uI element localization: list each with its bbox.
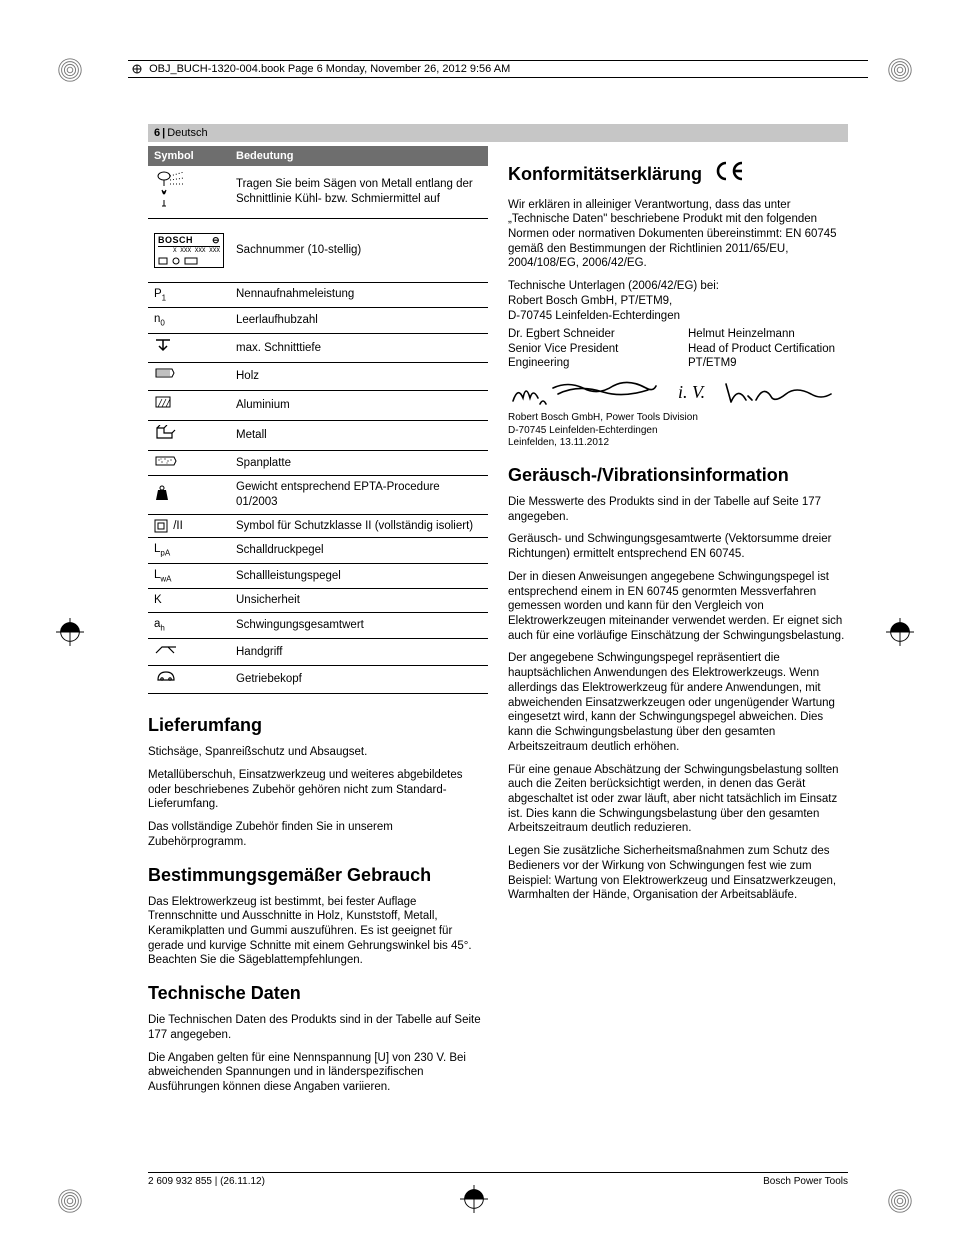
table-row: n0Leerlaufhubzahl xyxy=(148,308,488,334)
bestimmung-heading: Bestimmungsgemäßer Gebrauch xyxy=(148,864,488,887)
vib-p4: Der angegebene Schwingungspegel repräsen… xyxy=(508,651,848,754)
row-text: Spanplatte xyxy=(230,450,488,476)
liefer-p2: Metallüberschuh, Einsatzwerkzeug und wei… xyxy=(148,768,488,812)
signatory-2: Helmut Heinzelmann Head of Product Certi… xyxy=(688,327,848,370)
vibration-heading: Geräusch-/Vibrationsinformation xyxy=(508,464,848,487)
signature-2-svg: i. V. xyxy=(676,376,836,408)
n0-symbol: n0 xyxy=(148,308,230,334)
reg-mark-bc xyxy=(460,1185,488,1213)
row-text: Leerlaufhubzahl xyxy=(230,308,488,334)
row-text: Unsicherheit xyxy=(230,589,488,613)
footer-line: 2 609 932 855 | (26.11.12) Bosch Power T… xyxy=(148,1172,848,1187)
page-heading-bar: 6 | Deutsch xyxy=(148,124,848,142)
signature-images: i. V. xyxy=(508,376,848,408)
row-text: Aluminium xyxy=(230,391,488,421)
konf-p2: Technische Unterlagen (2006/42/EG) bei: … xyxy=(508,279,848,323)
cut-depth-icon xyxy=(154,338,172,359)
table-row: Tragen Sie beim Sägen von Metall entlang… xyxy=(148,166,488,218)
table-row: Aluminium xyxy=(148,391,488,421)
lieferumfang-heading: Lieferumfang xyxy=(148,714,488,737)
row-text: Metall xyxy=(230,420,488,450)
grip-icon xyxy=(154,643,178,662)
reg-mark-bl xyxy=(56,1187,84,1215)
table-row: Spanplatte xyxy=(148,450,488,476)
vib-p2: Geräusch- und Schwingungsgesamtwerte (Ve… xyxy=(508,532,848,561)
page-lang: Deutsch xyxy=(167,127,207,139)
th-meaning: Bedeutung xyxy=(230,146,488,166)
table-row: Holz xyxy=(148,363,488,391)
vib-p5: Für eine genaue Abschätzung der Schwingu… xyxy=(508,763,848,837)
konf-p1: Wir erklären in alleiniger Verantwortung… xyxy=(508,198,848,272)
reg-mark-tr xyxy=(886,56,914,84)
oil-drop-icon xyxy=(154,170,188,213)
page-number: 6 xyxy=(154,127,160,139)
table-row: LwASchallleistungspegel xyxy=(148,563,488,589)
row-text: Tragen Sie beim Sägen von Metall entlang… xyxy=(230,166,488,218)
liefer-p1: Stichsäge, Spanreißschutz und Absaugset. xyxy=(148,745,488,760)
k-symbol: K xyxy=(148,589,230,613)
konformitaet-heading: Konformitätserklärung xyxy=(508,160,848,190)
row-text: Getriebekopf xyxy=(230,666,488,694)
ce-mark-icon xyxy=(712,160,746,190)
liefer-p3: Das vollständige Zubehör finden Sie in u… xyxy=(148,820,488,849)
class2-symbol: /II xyxy=(148,514,230,538)
metal-icon xyxy=(154,425,176,446)
header-text: OBJ_BUCH-1320-004.book Page 6 Monday, No… xyxy=(149,63,510,75)
gearhead-icon xyxy=(154,670,178,689)
table-row: max. Schnitttiefe xyxy=(148,333,488,363)
signature-row: Dr. Egbert Schneider Senior Vice Preside… xyxy=(508,327,848,370)
vib-p1: Die Messwerte des Produkts sind in der T… xyxy=(508,495,848,524)
table-row: Metall xyxy=(148,420,488,450)
aluminium-icon xyxy=(154,395,174,416)
company-smallprint: Robert Bosch GmbH, Power Tools Division … xyxy=(508,412,848,450)
table-row: ahSchwingungsgesamtwert xyxy=(148,613,488,639)
lpa-symbol: LpA xyxy=(148,538,230,564)
footer-left: 2 609 932 855 | (26.11.12) xyxy=(148,1176,265,1187)
lwa-symbol: LwA xyxy=(148,563,230,589)
row-text: Sachnummer (10-stellig) xyxy=(230,218,488,282)
row-text: Symbol für Schutzklasse II (vollständig … xyxy=(230,514,488,538)
bestimmung-p: Das Elektrowerkzeug ist bestimmt, bei fe… xyxy=(148,895,488,969)
signatory-1: Dr. Egbert Schneider Senior Vice Preside… xyxy=(508,327,668,370)
table-row: /IISymbol für Schutzklasse II (vollständ… xyxy=(148,514,488,538)
row-text: Handgriff xyxy=(230,638,488,666)
row-text: Nennaufnahmeleistung xyxy=(230,282,488,308)
table-row: P1Nennaufnahmeleistung xyxy=(148,282,488,308)
row-text: Gewicht entsprechend EPTA-Procedure 01/2… xyxy=(230,476,488,514)
symbol-table: Symbol Bedeutung Tragen Sie beim Sägen v… xyxy=(148,146,488,694)
table-row: Gewicht entsprechend EPTA-Procedure 01/2… xyxy=(148,476,488,514)
header-line: OBJ_BUCH-1320-004.book Page 6 Monday, No… xyxy=(128,60,868,78)
table-row: Handgriff xyxy=(148,638,488,666)
table-row: BOSCH⊖ X XXX XXX XXX Sachnummer (10 xyxy=(148,218,488,282)
ah-symbol: ah xyxy=(148,613,230,639)
row-text: Schallleistungspegel xyxy=(230,563,488,589)
nameplate-icon: BOSCH⊖ X XXX XXX XXX xyxy=(154,233,224,268)
weight-icon xyxy=(154,485,170,506)
wood-icon xyxy=(154,367,176,386)
tech-p2: Die Angaben gelten für eine Nennspannung… xyxy=(148,1051,488,1095)
tech-p1: Die Technischen Daten des Produkts sind … xyxy=(148,1013,488,1042)
vib-p6: Legen Sie zusätzliche Sicherheitsmaßnahm… xyxy=(508,844,848,903)
row-text: max. Schnitttiefe xyxy=(230,333,488,363)
row-text: Schalldruckpegel xyxy=(230,538,488,564)
footer-right: Bosch Power Tools xyxy=(763,1176,848,1187)
th-symbol: Symbol xyxy=(148,146,230,166)
right-column: Konformitätserklärung Wir erklären in al… xyxy=(508,146,848,1103)
p1-symbol: P1 xyxy=(148,282,230,308)
svg-text:i. V.: i. V. xyxy=(678,382,705,402)
vib-p3: Der in diesen Anweisungen angegebene Sch… xyxy=(508,570,848,644)
reg-mark-br xyxy=(886,1187,914,1215)
table-row: KUnsicherheit xyxy=(148,589,488,613)
table-row: Getriebekopf xyxy=(148,666,488,694)
technische-heading: Technische Daten xyxy=(148,982,488,1005)
left-column: Symbol Bedeutung Tragen Sie beim Sägen v… xyxy=(148,146,488,1103)
chipboard-icon xyxy=(154,455,178,472)
row-text: Holz xyxy=(230,363,488,391)
reg-mark-mr xyxy=(886,618,914,646)
signature-1-svg xyxy=(508,376,658,408)
row-text: Schwingungsgesamtwert xyxy=(230,613,488,639)
table-row: LpASchalldruckpegel xyxy=(148,538,488,564)
